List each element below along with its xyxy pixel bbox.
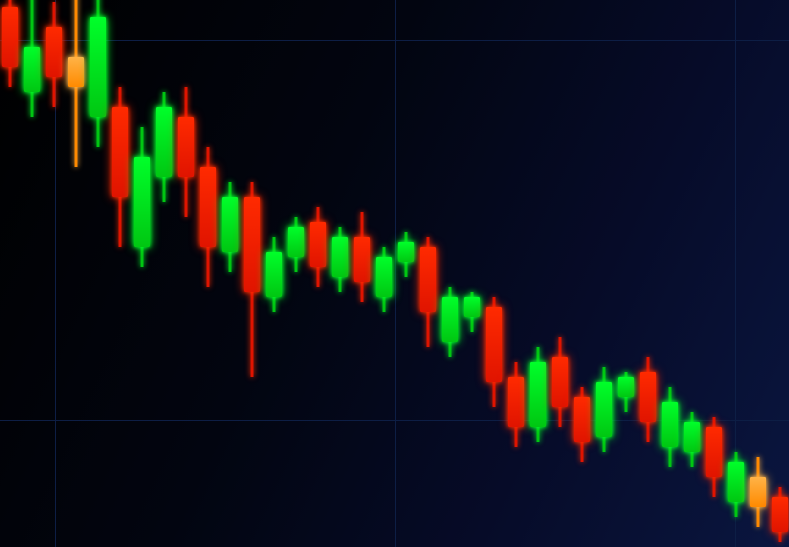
candle-body bbox=[750, 477, 766, 507]
candle-body bbox=[24, 47, 40, 92]
candle[interactable] bbox=[310, 0, 326, 547]
candle[interactable] bbox=[354, 0, 370, 547]
candle-body bbox=[46, 27, 62, 77]
candle-body bbox=[574, 397, 590, 442]
candle-body bbox=[68, 57, 84, 87]
candle[interactable] bbox=[728, 0, 744, 547]
candle[interactable] bbox=[2, 0, 18, 547]
candle-body bbox=[508, 377, 524, 427]
candle[interactable] bbox=[464, 0, 480, 547]
candle-body bbox=[266, 252, 282, 297]
candle[interactable] bbox=[156, 0, 172, 547]
candle[interactable] bbox=[288, 0, 304, 547]
candle-body bbox=[464, 297, 480, 317]
candle-body bbox=[310, 222, 326, 267]
gridline-vertical bbox=[395, 0, 396, 547]
candle[interactable] bbox=[68, 0, 84, 547]
candle[interactable] bbox=[46, 0, 62, 547]
candle[interactable] bbox=[640, 0, 656, 547]
candle-body bbox=[178, 117, 194, 177]
candle-body bbox=[552, 357, 568, 407]
candle[interactable] bbox=[442, 0, 458, 547]
candle-body bbox=[706, 427, 722, 477]
candle[interactable] bbox=[530, 0, 546, 547]
candle[interactable] bbox=[486, 0, 502, 547]
candle[interactable] bbox=[332, 0, 348, 547]
candle[interactable] bbox=[772, 0, 788, 547]
candle-body bbox=[332, 237, 348, 277]
candle-body bbox=[530, 362, 546, 427]
candle[interactable] bbox=[508, 0, 524, 547]
candle-body bbox=[420, 247, 436, 312]
candle[interactable] bbox=[552, 0, 568, 547]
candle-body bbox=[728, 462, 744, 502]
candle-body bbox=[376, 257, 392, 297]
candle[interactable] bbox=[200, 0, 216, 547]
candle[interactable] bbox=[420, 0, 436, 547]
candle-body bbox=[618, 377, 634, 397]
candle-body bbox=[90, 17, 106, 117]
candlestick-chart[interactable] bbox=[0, 0, 789, 547]
candle[interactable] bbox=[178, 0, 194, 547]
candle[interactable] bbox=[90, 0, 106, 547]
candle-body bbox=[222, 197, 238, 252]
candle[interactable] bbox=[112, 0, 128, 547]
candle-body bbox=[200, 167, 216, 247]
candle-body bbox=[156, 107, 172, 177]
candle[interactable] bbox=[574, 0, 590, 547]
candle-body bbox=[596, 382, 612, 437]
candle[interactable] bbox=[24, 0, 40, 547]
candle-body bbox=[354, 237, 370, 282]
candle-body bbox=[244, 197, 260, 292]
candle-body bbox=[134, 157, 150, 247]
candle-body bbox=[398, 242, 414, 262]
candle-body bbox=[2, 7, 18, 67]
candle-body bbox=[442, 297, 458, 342]
candle[interactable] bbox=[134, 0, 150, 547]
candle-body bbox=[662, 402, 678, 447]
candle-body bbox=[288, 227, 304, 257]
candle[interactable] bbox=[750, 0, 766, 547]
candle[interactable] bbox=[596, 0, 612, 547]
candle[interactable] bbox=[376, 0, 392, 547]
candle-body bbox=[486, 307, 502, 382]
candle-body bbox=[684, 422, 700, 452]
candle[interactable] bbox=[266, 0, 282, 547]
candle[interactable] bbox=[398, 0, 414, 547]
candle[interactable] bbox=[618, 0, 634, 547]
candle[interactable] bbox=[662, 0, 678, 547]
candle[interactable] bbox=[222, 0, 238, 547]
candle-body bbox=[112, 107, 128, 197]
candle[interactable] bbox=[706, 0, 722, 547]
candle-body bbox=[640, 372, 656, 422]
candle[interactable] bbox=[244, 0, 260, 547]
candle[interactable] bbox=[684, 0, 700, 547]
candle-body bbox=[772, 497, 788, 532]
